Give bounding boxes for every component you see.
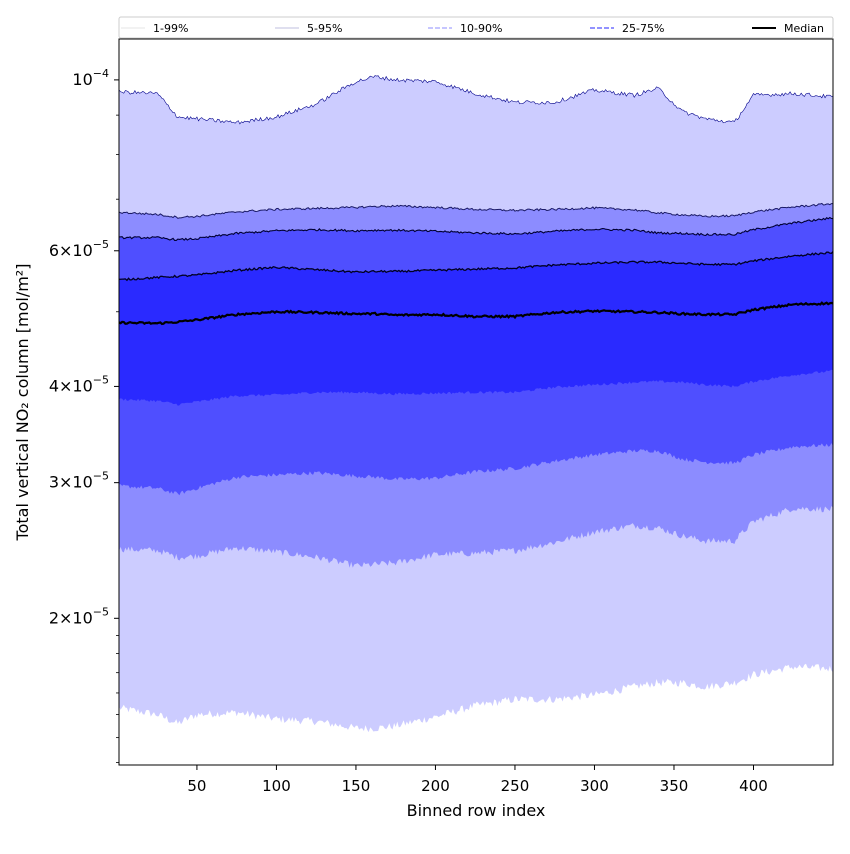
legend: 1-99% 5-95% 10-90% 25-75% Median xyxy=(118,16,834,39)
y-tick-label: 2×10−5 xyxy=(49,605,109,627)
y-axis: 2×10−5 3×10−5 4×10−5 6×10−5 10−4 xyxy=(49,67,119,763)
line-median xyxy=(119,301,833,326)
legend-label: 10-90% xyxy=(460,22,502,35)
line-p99 xyxy=(119,75,833,125)
x-tick-label: 350 xyxy=(660,777,689,795)
bands-layer xyxy=(119,75,833,733)
y-tick-label: 4×10−5 xyxy=(49,373,109,395)
x-tick-label: 400 xyxy=(739,777,768,795)
x-tick-label: 300 xyxy=(580,777,609,795)
legend-frame xyxy=(118,16,834,39)
line-p95 xyxy=(119,202,833,219)
x-tick-label: 250 xyxy=(501,777,530,795)
plot-frame xyxy=(118,38,834,766)
legend-label: 25-75% xyxy=(622,22,664,35)
x-tick-label: 200 xyxy=(421,777,450,795)
y-axis-label: Total vertical NO₂ column [mol/m²] xyxy=(13,264,32,542)
x-tick-label: 50 xyxy=(187,777,206,795)
line-p90 xyxy=(119,216,833,242)
y-tick-label: 10−4 xyxy=(72,67,109,89)
y-tick-label: 6×10−5 xyxy=(49,238,109,260)
legend-label: Median xyxy=(784,22,824,35)
y-tick-label: 3×10−5 xyxy=(49,470,109,492)
legend-label: 5-95% xyxy=(307,22,342,35)
band-25-75 xyxy=(119,251,833,406)
x-tick-label: 100 xyxy=(262,777,291,795)
x-axis: 50 100 150 200 250 300 350 400 xyxy=(187,765,768,795)
x-tick-label: 150 xyxy=(342,777,371,795)
x-axis-label: Binned row index xyxy=(407,801,546,820)
legend-label: 1-99% xyxy=(153,22,188,35)
lines-layer xyxy=(119,75,833,326)
line-p75 xyxy=(119,251,833,282)
